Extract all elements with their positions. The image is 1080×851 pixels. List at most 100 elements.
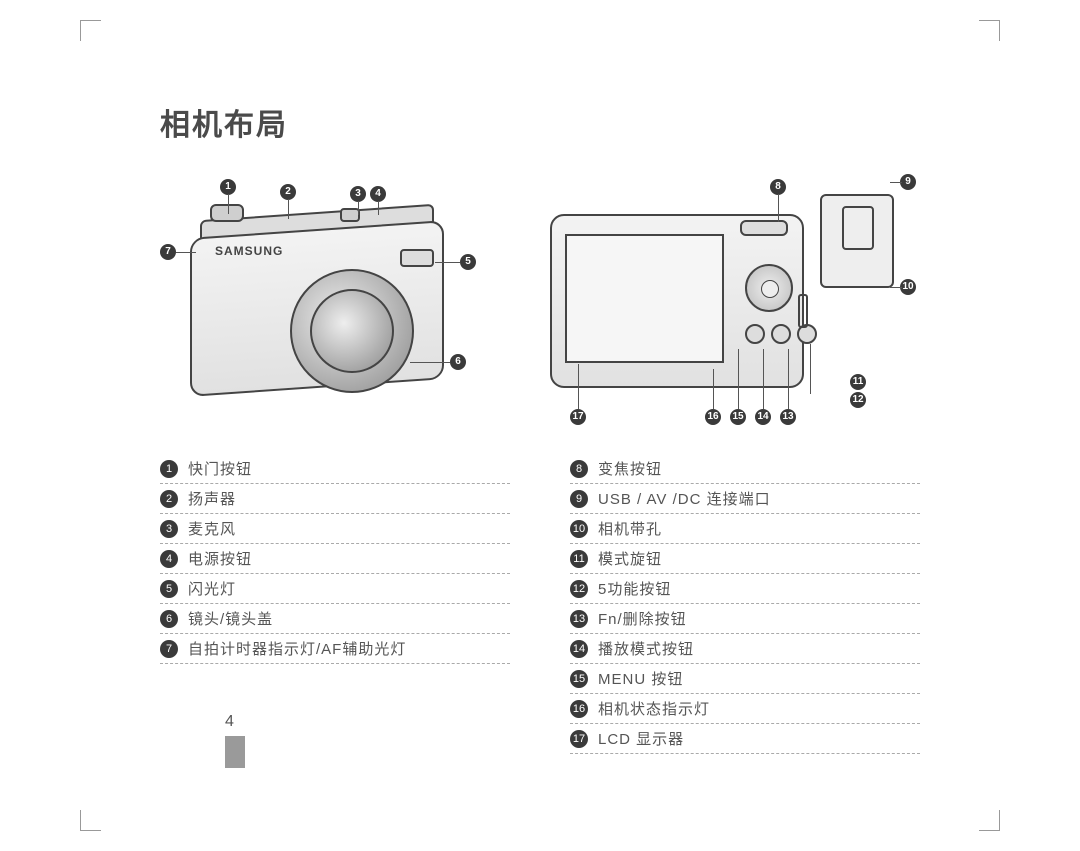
legend-row: 9 USB / AV /DC 连接端口 — [570, 484, 920, 514]
legend-row: 14 播放模式按钮 — [570, 634, 920, 664]
legend-number: 4 — [160, 550, 178, 568]
callout-2: 2 — [280, 184, 296, 200]
callout-15: 15 — [730, 409, 746, 425]
leader-line — [890, 287, 902, 288]
shutter-button-shape — [210, 204, 244, 222]
legend-row: 13 Fn/删除按钮 — [570, 604, 920, 634]
legend-label: MENU 按钮 — [598, 668, 920, 689]
callout-10: 10 — [900, 279, 916, 295]
legend-number: 1 — [160, 460, 178, 478]
leader-line — [435, 262, 460, 263]
legend-number: 6 — [160, 610, 178, 628]
legend-label: 电源按钮 — [188, 548, 510, 569]
callout-9: 9 — [900, 174, 916, 190]
legend-list-right: 8变焦按钮9USB / AV /DC 连接端口10相机带孔11模式旋钮125功能… — [570, 454, 920, 754]
legend-label: 5功能按钮 — [598, 578, 920, 599]
legend-label: 闪光灯 — [188, 578, 510, 599]
callout-12: 12 — [850, 392, 866, 408]
leader-line — [358, 201, 359, 215]
flash-shape — [400, 249, 434, 267]
leader-line — [788, 349, 789, 409]
port-cover-shape — [820, 194, 894, 288]
callout-16: 16 — [705, 409, 721, 425]
page-number: 4 — [225, 713, 234, 731]
lens-inner — [310, 289, 394, 373]
callout-13: 13 — [780, 409, 796, 425]
power-button-shape — [340, 208, 360, 222]
leader-line — [890, 182, 902, 183]
callout-7: 7 — [160, 244, 176, 260]
figures-row: SAMSUNG 1234567 891011121314151617 — [160, 174, 920, 424]
leader-line — [810, 344, 811, 394]
legend-label: 扬声器 — [188, 488, 510, 509]
leader-line — [410, 362, 450, 363]
legend-number: 8 — [570, 460, 588, 478]
leader-line — [378, 201, 379, 215]
callout-14: 14 — [755, 409, 771, 425]
leader-line — [763, 349, 764, 409]
leader-line — [713, 369, 714, 409]
legend-number: 9 — [570, 490, 588, 508]
crop-mark — [979, 20, 1000, 41]
leader-line — [738, 349, 739, 409]
strap-hole-shape — [798, 294, 808, 328]
leader-line — [778, 194, 779, 222]
leader-line — [578, 364, 579, 409]
legend-list-left: 1快门按钮2扬声器 3 麦克风 4 电源按钮 5 闪光灯 6 镜头/镜头盖 7 自拍计时器指示灯/A… — [160, 454, 510, 754]
legend-label: 相机状态指示灯 — [598, 698, 920, 719]
figure-camera-back: 8 9 10 11 12 13 14 15 16 17 — [520, 174, 920, 424]
callout-8: 8 — [770, 179, 786, 195]
legend-lists: 1快门按钮2扬声器 3 麦克风 4 电源按钮 5 闪光灯 6 镜头/镜头盖 7 自拍计时器指示灯/A… — [160, 454, 920, 754]
callout-1: 1 — [220, 179, 236, 195]
leader-line — [288, 199, 289, 219]
callout-3: 3 — [350, 186, 366, 202]
figure-camera-front: SAMSUNG 1234567 — [160, 174, 480, 424]
legend-row: 6 镜头/镜头盖 — [160, 604, 510, 634]
leader-line — [228, 194, 229, 214]
legend-label: Fn/删除按钮 — [598, 608, 920, 629]
legend-label: 播放模式按钮 — [598, 638, 920, 659]
lcd-screen-shape — [565, 234, 724, 363]
crop-mark — [80, 810, 101, 831]
legend-label: 模式旋钮 — [598, 548, 920, 569]
legend-label: 麦克风 — [188, 518, 510, 539]
page-title: 相机布局 — [160, 100, 920, 144]
legend-number: 5 — [160, 580, 178, 598]
callout-11: 11 — [850, 374, 866, 390]
control-dial-shape — [745, 264, 793, 312]
crop-mark — [979, 810, 1000, 831]
callout-4: 4 — [370, 186, 386, 202]
legend-row: 12 5功能按钮 — [570, 574, 920, 604]
legend-number: 16 — [570, 700, 588, 718]
legend-row: 4 电源按钮 — [160, 544, 510, 574]
legend-number: 7 — [160, 640, 178, 658]
legend-number: 14 — [570, 640, 588, 658]
legend-row: 7 自拍计时器指示灯/AF辅助光灯 — [160, 634, 510, 664]
legend-number: 3 — [160, 520, 178, 538]
legend-number: 12 — [570, 580, 588, 598]
crop-mark — [80, 20, 101, 41]
zoom-button-shape — [740, 220, 788, 236]
callout-5: 5 — [460, 254, 476, 270]
legend-label: USB / AV /DC 连接端口 — [598, 488, 920, 509]
ok-button-shape — [761, 280, 779, 298]
legend-number: 13 — [570, 610, 588, 628]
legend-row: 5 闪光灯 — [160, 574, 510, 604]
legend-row: 10 相机带孔 — [570, 514, 920, 544]
legend-number: 17 — [570, 730, 588, 748]
manual-page: 相机布局 SAMSUNG 1234567 — [0, 0, 1080, 851]
brand-text: SAMSUNG — [215, 244, 283, 258]
legend-label: 相机带孔 — [598, 518, 920, 539]
leader-line — [176, 252, 196, 253]
legend-number: 11 — [570, 550, 588, 568]
page-number-bar — [225, 736, 245, 768]
legend-row: 11 模式旋钮 — [570, 544, 920, 574]
legend-row: 1快门按钮 — [160, 454, 510, 484]
legend-row: 2扬声器 — [160, 484, 510, 514]
legend-label: 自拍计时器指示灯/AF辅助光灯 — [188, 638, 510, 659]
legend-label: 镜头/镜头盖 — [188, 608, 510, 629]
content-area: 相机布局 SAMSUNG 1234567 — [160, 100, 920, 771]
legend-number: 15 — [570, 670, 588, 688]
callout-17: 17 — [570, 409, 586, 425]
legend-number: 10 — [570, 520, 588, 538]
